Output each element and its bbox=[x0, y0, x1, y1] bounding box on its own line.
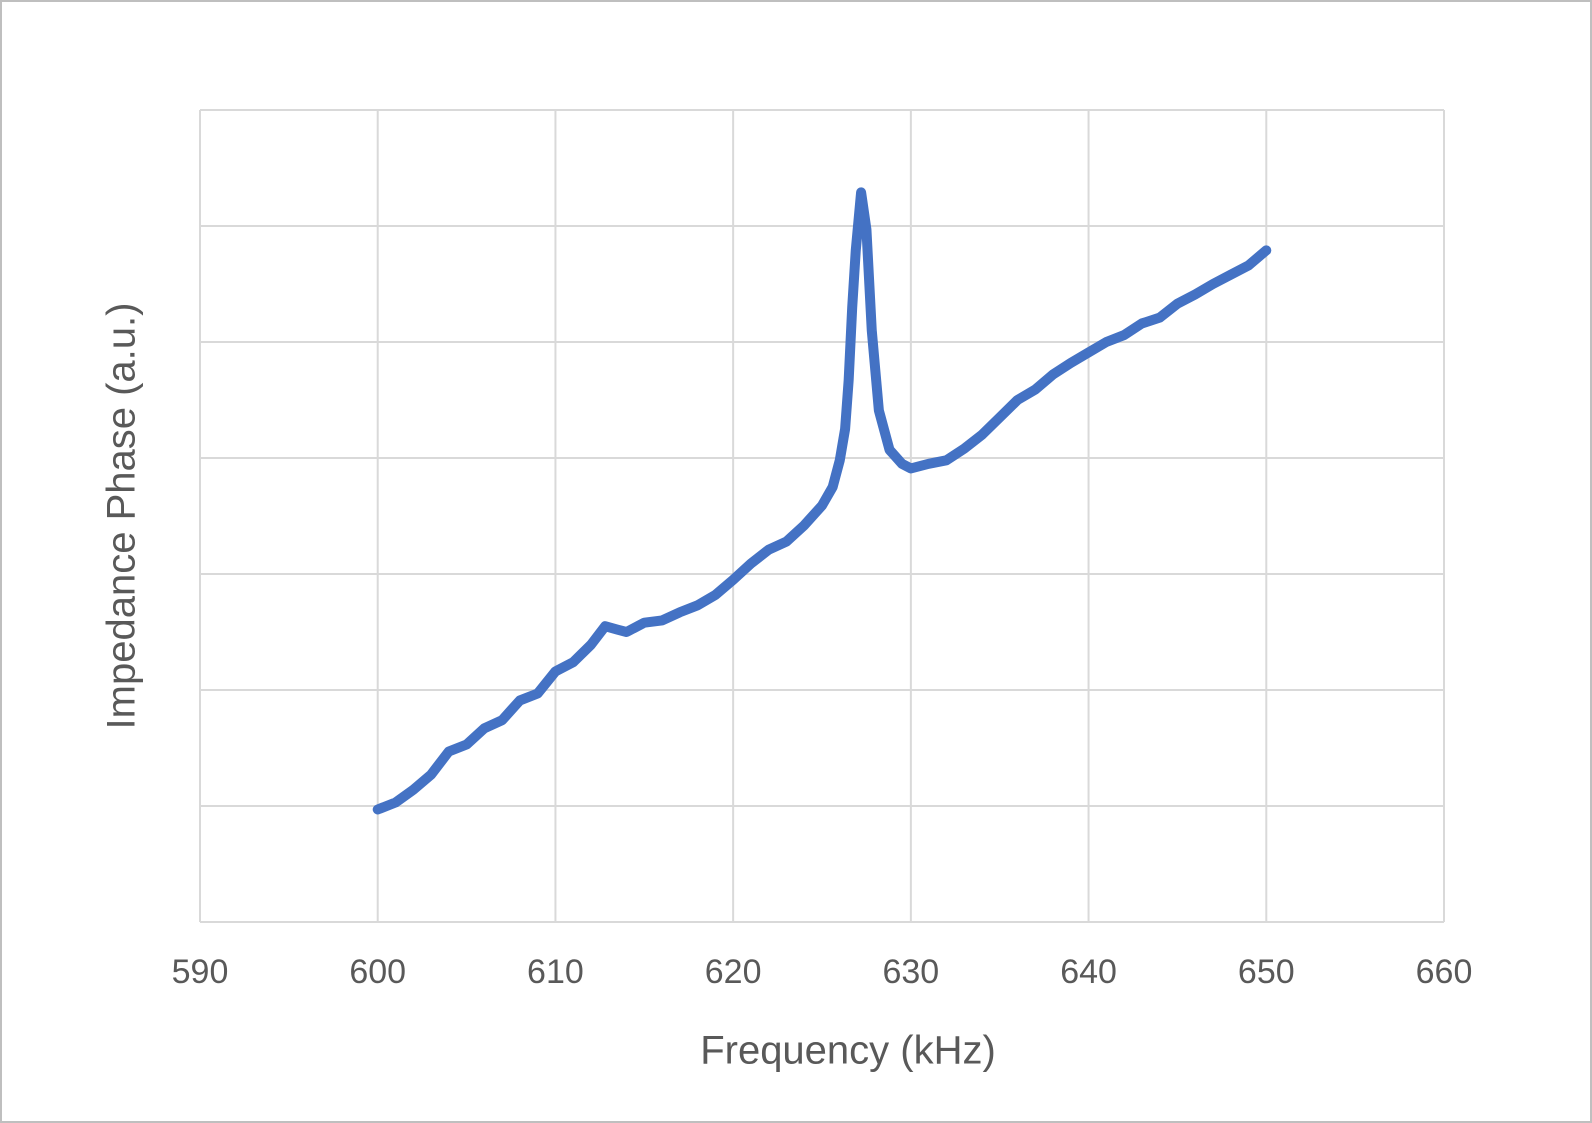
data-line bbox=[372, 187, 1272, 815]
x-tick-label: 660 bbox=[1416, 953, 1473, 991]
x-tick-label: 650 bbox=[1238, 953, 1295, 991]
x-tick-label: 630 bbox=[882, 953, 939, 991]
x-axis-title: Frequency (kHz) bbox=[700, 1029, 996, 1073]
x-tick-label: 620 bbox=[705, 953, 762, 991]
x-tick-label: 640 bbox=[1060, 953, 1117, 991]
x-tick-label: 590 bbox=[172, 953, 229, 991]
x-tick-label: 600 bbox=[349, 953, 406, 991]
x-tick-label: 610 bbox=[527, 953, 584, 991]
y-axis-title: Impedance Phase (a.u.) bbox=[100, 303, 144, 730]
